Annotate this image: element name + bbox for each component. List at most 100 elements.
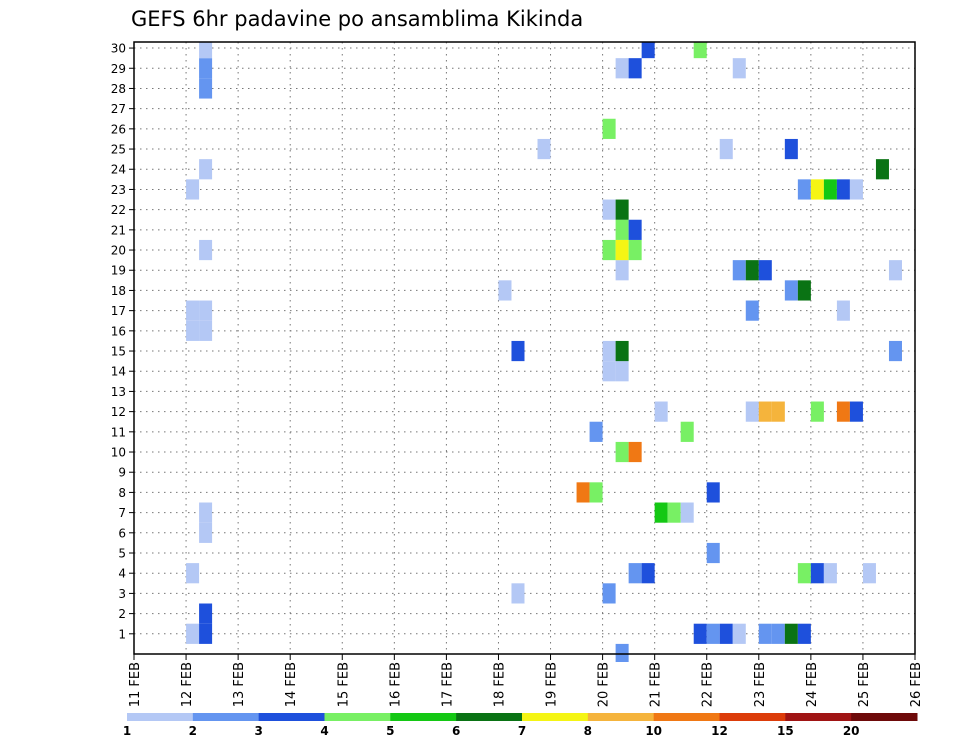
- y-tick-label: 11: [111, 425, 126, 439]
- x-axis: 11 FEB 12 FEB 13 FEB 14 FEB 15 FEB 16 FEB 17 F…: [128, 654, 924, 707]
- data-cell: [199, 623, 213, 644]
- data-cell: [719, 623, 733, 644]
- data-cell: [511, 583, 525, 604]
- data-cell: [186, 320, 200, 341]
- legend-swatch: [324, 713, 391, 721]
- data-cell: [498, 280, 512, 301]
- data-cell: [797, 179, 811, 200]
- data-cell: [823, 563, 837, 584]
- data-cell: [615, 643, 629, 662]
- y-tick-label: 13: [111, 385, 126, 399]
- y-tick-label: 5: [118, 547, 126, 561]
- data-cell: [615, 58, 629, 79]
- x-tick-label: 23 FEB: [753, 662, 768, 707]
- x-tick-label: 13 FEB: [232, 662, 247, 707]
- legend-label: 8: [584, 724, 592, 738]
- data-cell: [836, 401, 850, 422]
- data-cell: [693, 42, 707, 59]
- data-cell: [667, 502, 681, 523]
- x-tick-label: 17 FEB: [440, 662, 455, 707]
- data-cell: [693, 623, 707, 644]
- y-tick-label: 26: [111, 122, 126, 136]
- x-tick-label: 14 FEB: [284, 662, 299, 707]
- x-tick-label: 21 FEB: [649, 662, 664, 707]
- legend-label: 1: [123, 724, 131, 738]
- legend-swatch: [653, 713, 720, 721]
- data-cell: [680, 502, 694, 523]
- y-tick-label: 16: [111, 324, 126, 338]
- legend-label: 6: [452, 724, 460, 738]
- y-tick-label: 17: [111, 304, 126, 318]
- data-cell: [719, 138, 733, 160]
- data-cell: [199, 320, 213, 341]
- data-cell: [823, 179, 837, 200]
- data-cell: [641, 563, 655, 584]
- data-cell: [784, 623, 798, 644]
- data-cell: [849, 401, 863, 422]
- y-tick-label: 19: [111, 264, 126, 278]
- legend-label: 3: [254, 724, 262, 738]
- data-cell: [186, 623, 200, 644]
- y-tick-label: 1: [118, 627, 126, 641]
- chart-title: GEFS 6hr padavine po ansamblima Kikinda: [131, 7, 583, 31]
- data-cell: [602, 340, 616, 362]
- data-cell: [875, 159, 889, 180]
- data-cell: [706, 482, 720, 503]
- data-cell: [615, 260, 629, 281]
- data-cell: [602, 583, 616, 604]
- y-axis: 1234567891011121314151617181920212223242…: [111, 42, 134, 641]
- data-cell: [810, 563, 824, 584]
- y-tick-label: 25: [111, 143, 126, 157]
- data-cell: [615, 199, 629, 220]
- x-tick-label: 16 FEB: [388, 662, 403, 707]
- y-tick-label: 18: [111, 284, 126, 298]
- data-cell: [602, 361, 616, 382]
- legend-label: 4: [320, 724, 328, 738]
- y-tick-label: 3: [118, 587, 126, 601]
- legend-label: 10: [645, 724, 662, 738]
- data-cell: [199, 58, 213, 79]
- legend-swatch: [456, 713, 523, 721]
- x-tick-label: 22 FEB: [701, 662, 716, 707]
- data-cell: [628, 58, 642, 79]
- data-cell: [615, 361, 629, 382]
- data-cell: [706, 623, 720, 644]
- y-tick-label: 27: [111, 102, 126, 116]
- data-cell: [615, 219, 629, 240]
- data-cell: [199, 42, 213, 59]
- data-cell: [537, 138, 551, 160]
- data-cell: [628, 563, 642, 584]
- data-cell: [199, 239, 213, 261]
- data-cell: [758, 260, 772, 281]
- data-cell: [797, 563, 811, 584]
- data-cell: [888, 340, 902, 362]
- y-tick-label: 29: [111, 62, 126, 76]
- plot-frame: [133, 41, 916, 655]
- y-tick-label: 20: [111, 244, 126, 258]
- legend-swatch: [851, 713, 918, 721]
- x-tick-label: 26 FEB: [909, 662, 924, 707]
- legend-label: 20: [843, 724, 860, 738]
- x-tick-label: 18 FEB: [492, 662, 507, 707]
- legend-label: 12: [711, 724, 728, 738]
- x-tick-label: 12 FEB: [180, 662, 195, 707]
- data-cell: [615, 441, 629, 463]
- y-tick-label: 30: [111, 42, 126, 56]
- data-cell: [589, 421, 603, 442]
- legend-swatch: [192, 713, 260, 721]
- y-tick-label: 6: [118, 526, 126, 540]
- data-cells: [186, 42, 902, 662]
- y-tick-label: 2: [118, 607, 126, 621]
- x-tick-label: 11 FEB: [128, 662, 143, 707]
- legend-swatch: [127, 713, 194, 721]
- data-cell: [199, 502, 213, 523]
- data-cell: [836, 179, 850, 200]
- legend-swatch: [719, 713, 786, 721]
- data-cell: [784, 280, 798, 301]
- data-cell: [186, 300, 200, 321]
- data-cell: [758, 401, 772, 422]
- color-legend: 1 2 3 4 5 6 7 8 10 12 15 20: [123, 713, 918, 738]
- y-tick-label: 9: [118, 466, 126, 480]
- data-cell: [836, 300, 850, 321]
- x-tick-label: 15 FEB: [336, 662, 351, 707]
